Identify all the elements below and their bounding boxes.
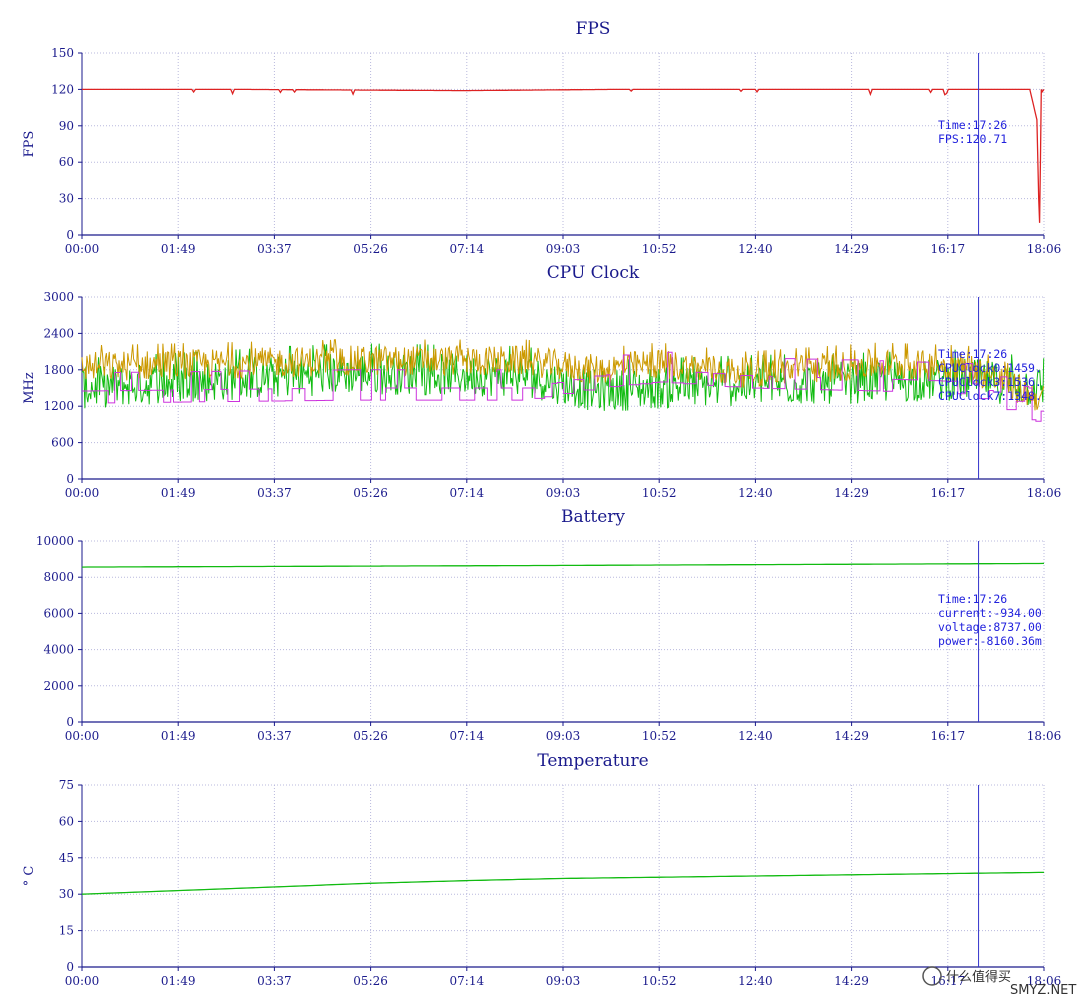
watermark-sub: SMYZ.NET [1010, 983, 1076, 998]
x-tick-label: 12:40 [738, 242, 773, 256]
x-tick-label: 10:52 [642, 486, 677, 500]
y-axis-label: MHz [22, 372, 37, 404]
y-tick-label: 6000 [43, 606, 74, 620]
x-tick-label: 14:29 [834, 486, 869, 500]
x-tick-label: 00:00 [65, 242, 100, 256]
y-tick-label: 75 [59, 778, 74, 792]
series-line-0 [81, 871, 1044, 895]
x-tick-label: 03:37 [257, 729, 292, 743]
y-tick-label: 2000 [43, 679, 74, 693]
series-line-0 [81, 343, 1045, 411]
cursor-annotation: CPUClock7:1348. [938, 389, 1042, 403]
y-tick-label: 3000 [43, 290, 74, 304]
x-tick-label: 07:14 [450, 974, 485, 988]
x-tick-label: 00:00 [65, 974, 100, 988]
y-tick-label: 0 [66, 960, 74, 974]
x-tick-label: 14:29 [834, 729, 869, 743]
y-tick-label: 120 [51, 82, 74, 96]
x-tick-label: 09:03 [546, 242, 581, 256]
x-tick-label: 18:06 [1027, 486, 1062, 500]
cursor-annotation: power:-8160.36m [938, 634, 1042, 648]
x-tick-label: 05:26 [353, 729, 388, 743]
chart-panel-2: 0 2000 4000 6000 8000 10000 00:00 01:49 03:37 05:… [36, 507, 1061, 743]
y-axis-label: ° C [22, 866, 37, 887]
x-tick-label: 16:17 [931, 242, 966, 256]
chart-title: FPS [576, 19, 611, 39]
x-tick-label: 10:52 [642, 242, 677, 256]
x-tick-label: 03:37 [257, 242, 292, 256]
x-tick-label: 01:49 [161, 974, 196, 988]
y-axis-label: FPS [22, 131, 37, 158]
cursor-annotation: FPS:120.71 [938, 132, 1007, 146]
chart-title: Battery [561, 507, 625, 527]
y-tick-label: 1200 [43, 399, 74, 413]
x-tick-label: 18:06 [1027, 729, 1062, 743]
y-tick-label: 90 [59, 119, 74, 133]
chart-title: CPU Clock [547, 263, 640, 283]
x-tick-label: 09:03 [546, 974, 581, 988]
x-tick-label: 12:40 [738, 729, 773, 743]
series-line-0 [81, 562, 1045, 568]
chart-title: Temperature [537, 751, 648, 771]
x-tick-label: 14:29 [834, 974, 869, 988]
x-tick-label: 10:52 [642, 974, 677, 988]
y-tick-label: 60 [59, 155, 74, 169]
x-tick-label: 09:03 [546, 486, 581, 500]
y-tick-label: 600 [51, 436, 74, 450]
y-tick-label: 8000 [43, 570, 74, 584]
y-tick-label: 30 [59, 887, 74, 901]
y-tick-label: 45 [59, 851, 74, 865]
cursor-annotation: CPUClock0:1459. [938, 361, 1042, 375]
chart-panel-3: 0 15 30 45 60 75 00:00 01:49 03:37 05:26 07:14 09:0… [22, 751, 1061, 988]
y-tick-label: 2400 [43, 326, 74, 340]
x-tick-label: 05:26 [353, 974, 388, 988]
chart-panel-1: 0 600 1200 1800 2400 3000 00:00 01:49 03:37 05:26… [22, 263, 1061, 500]
x-tick-label: 01:49 [161, 242, 196, 256]
cursor-annotation: CPUClock3:1536. [938, 375, 1042, 389]
series-line-2 [82, 351, 1044, 422]
x-tick-label: 03:37 [257, 486, 292, 500]
series-line-0 [82, 88, 1045, 223]
x-tick-label: 09:03 [546, 729, 581, 743]
y-tick-label: 0 [66, 472, 74, 486]
y-tick-label: 1800 [43, 363, 74, 377]
x-tick-label: 07:14 [450, 729, 485, 743]
x-tick-label: 01:49 [161, 486, 196, 500]
y-tick-label: 0 [66, 228, 74, 242]
y-tick-label: 150 [51, 46, 74, 60]
x-tick-label: 12:40 [738, 486, 773, 500]
y-tick-label: 60 [59, 814, 74, 828]
x-tick-label: 18:06 [1027, 974, 1062, 988]
x-tick-label: 07:14 [450, 486, 485, 500]
cursor-annotation: Time:17:26 [938, 347, 1007, 361]
x-tick-label: 16:17 [931, 974, 966, 988]
x-tick-label: 03:37 [257, 974, 292, 988]
x-tick-label: 05:26 [353, 242, 388, 256]
y-tick-label: 30 [59, 192, 74, 206]
y-tick-label: 0 [66, 715, 74, 729]
x-tick-label: 00:00 [65, 486, 100, 500]
cursor-annotation: current:-934.00 [938, 606, 1042, 620]
x-tick-label: 05:26 [353, 486, 388, 500]
x-tick-label: 16:17 [931, 729, 966, 743]
y-tick-label: 10000 [36, 534, 74, 548]
x-tick-label: 07:14 [450, 242, 485, 256]
x-tick-label: 00:00 [65, 729, 100, 743]
y-tick-label: 4000 [43, 643, 74, 657]
y-tick-label: 15 [59, 924, 74, 938]
watermark-logo-icon [922, 966, 942, 986]
chart-panel-0: 0 30 60 90 120 150 00:00 01:49 03:37 05:26 07:14 09… [22, 19, 1061, 256]
x-tick-label: 01:49 [161, 729, 196, 743]
x-tick-label: 18:06 [1027, 242, 1062, 256]
cursor-annotation: Time:17:26 [938, 592, 1007, 606]
watermark-text: 什么值得买 [946, 969, 1011, 985]
x-tick-label: 14:29 [834, 242, 869, 256]
x-tick-label: 16:17 [931, 486, 966, 500]
x-tick-label: 12:40 [738, 974, 773, 988]
cursor-annotation: voltage:8737.00 [938, 620, 1042, 634]
cursor-annotation: Time:17:26 [938, 118, 1007, 132]
x-tick-label: 10:52 [642, 729, 677, 743]
